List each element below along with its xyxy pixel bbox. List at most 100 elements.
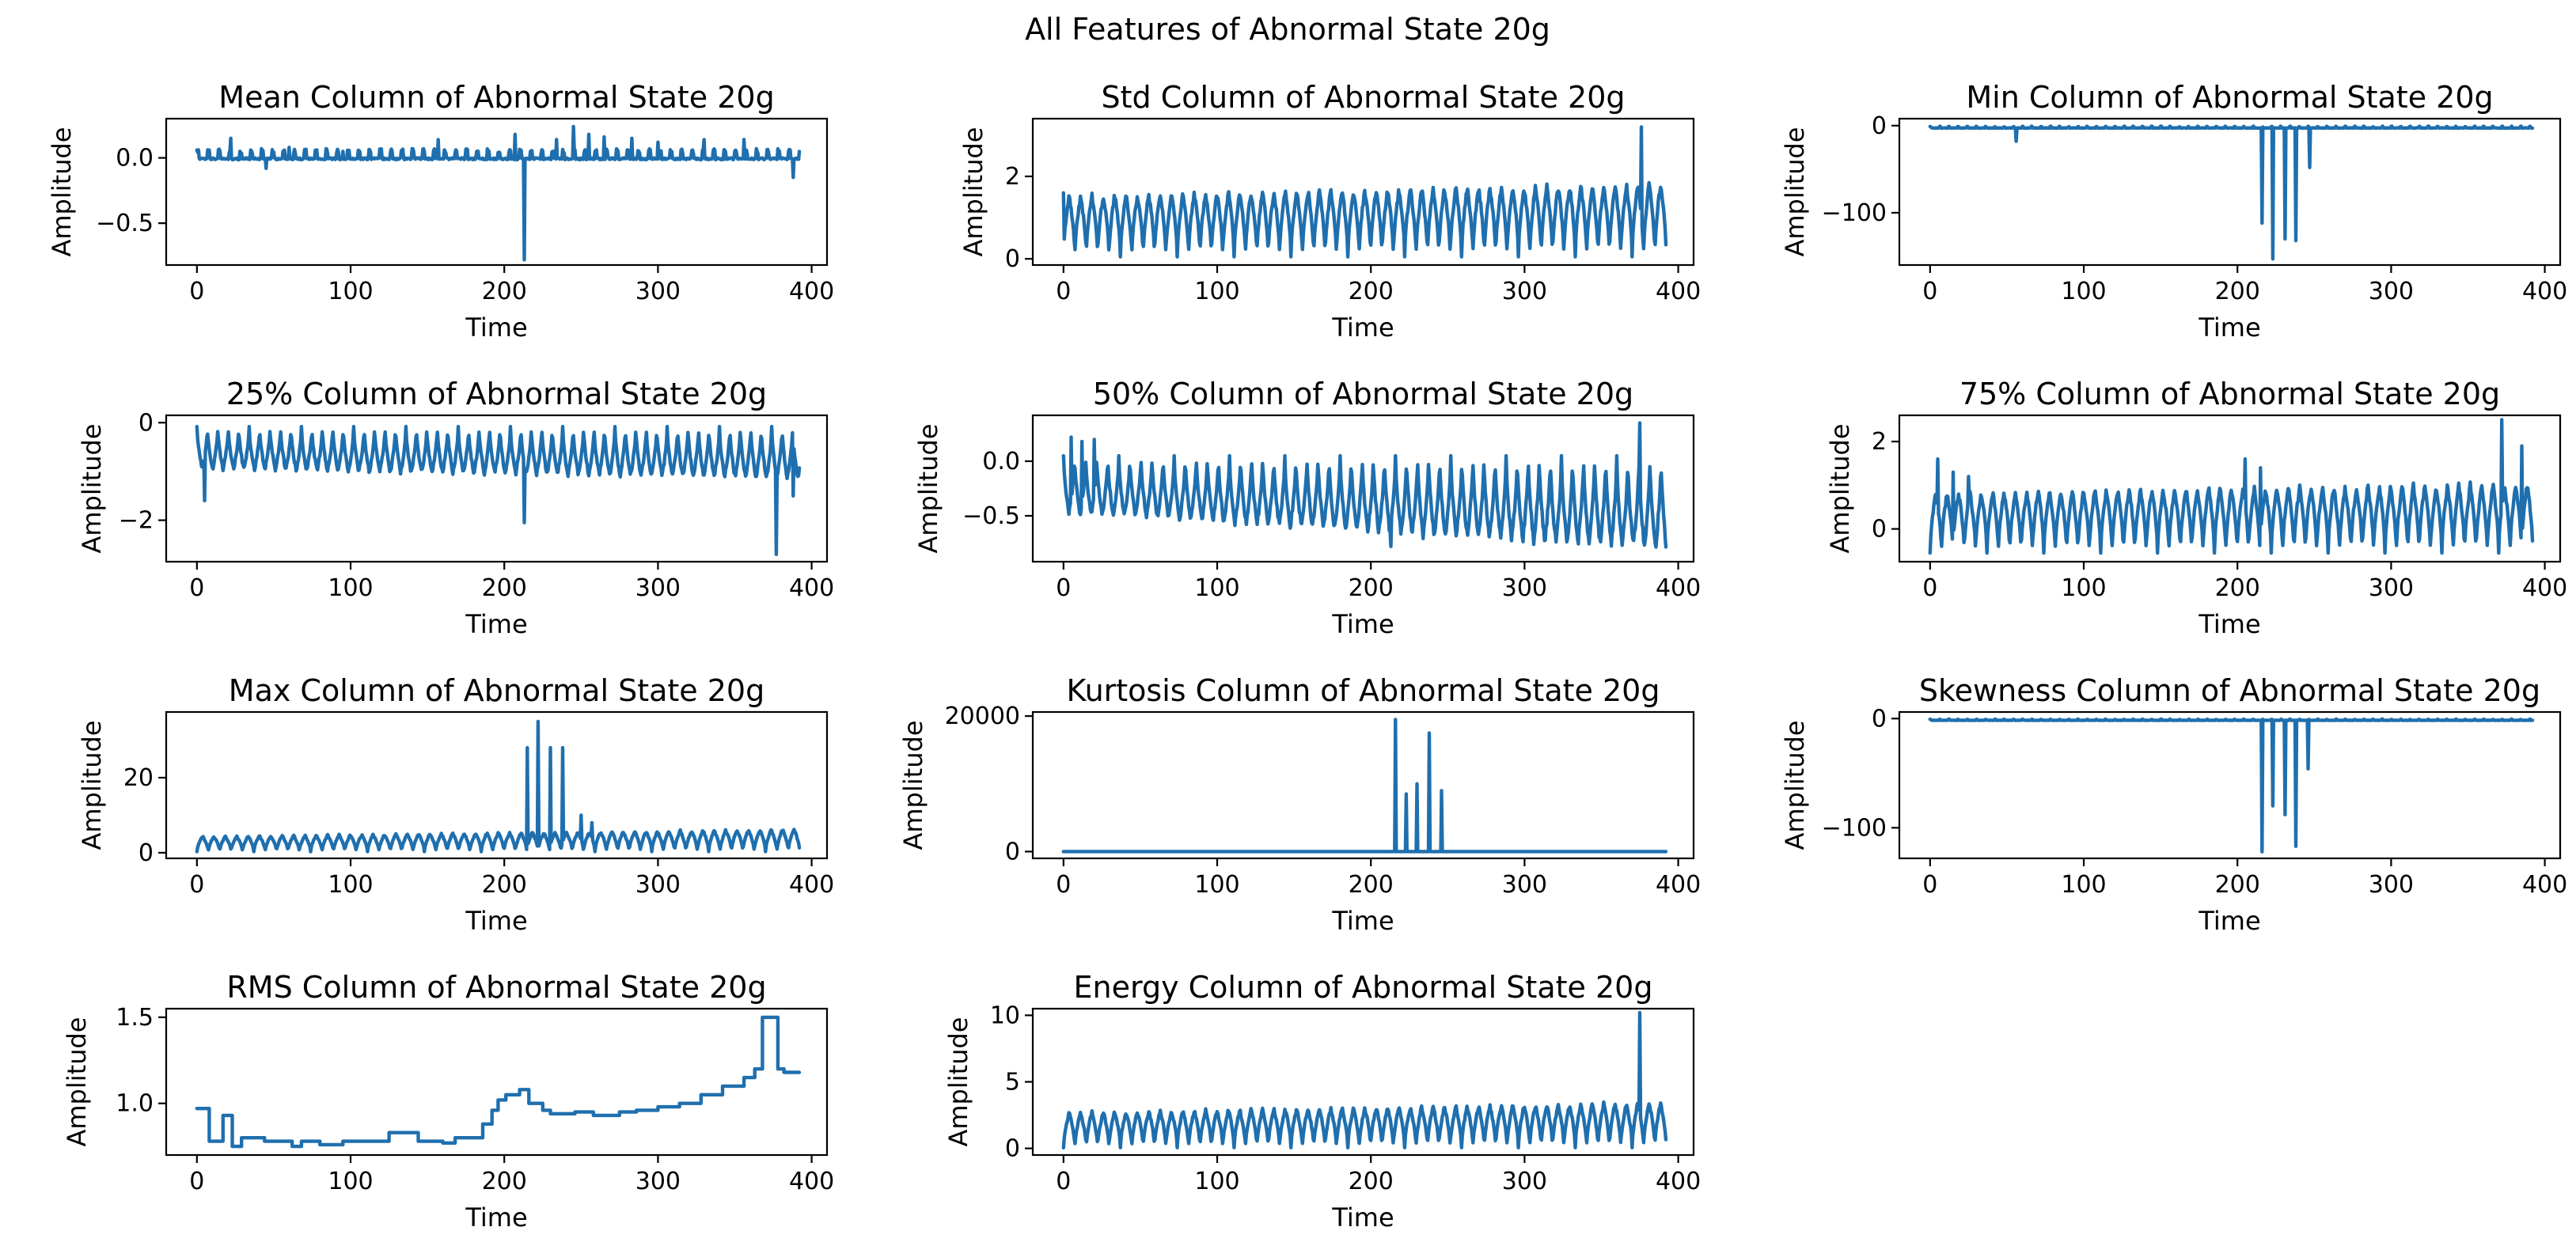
x-tick-label: 100 xyxy=(328,278,373,305)
subplot-6: 75% Column of Abnormal State 20g 0 100 200 3… xyxy=(1825,377,2567,639)
x-axis-label: Time xyxy=(1331,312,1394,343)
x-axis-label: Time xyxy=(465,906,527,936)
series-line xyxy=(195,719,802,854)
x-axis-label: Time xyxy=(2198,906,2260,936)
axes-frame xyxy=(1031,414,1695,563)
subplot-8: Kurtosis Column of Abnormal State 20g 0 10… xyxy=(898,673,1701,936)
x-axis-label: Time xyxy=(465,312,527,343)
x-tick-label: 400 xyxy=(789,871,834,899)
x-tick-label: 200 xyxy=(1349,871,1394,899)
x-tick-label: 0 xyxy=(189,1168,204,1195)
x-tick-label: 0 xyxy=(189,278,204,305)
axes-frame xyxy=(1031,117,1695,267)
x-tick-label: 100 xyxy=(1194,1168,1239,1195)
y-axis-label: Amplitude xyxy=(958,127,988,257)
x-tick-label: 400 xyxy=(1656,574,1701,602)
x-tick-label: 400 xyxy=(1656,278,1701,305)
y-tick-label: 0 xyxy=(1005,1135,1020,1163)
y-tick-label: 0 xyxy=(138,839,154,867)
x-tick-label: 200 xyxy=(1349,278,1394,305)
figure-title: All Features of Abnormal State 20g xyxy=(1025,12,1550,47)
y-tick-label: 10 xyxy=(990,1002,1020,1029)
x-tick-label: 0 xyxy=(1056,1168,1071,1195)
x-tick-label: 0 xyxy=(1056,278,1071,305)
subplot-title: 75% Column of Abnormal State 20g xyxy=(1960,377,2500,411)
subplot-5: 50% Column of Abnormal State 20g 0 100 200 3… xyxy=(913,377,1701,639)
x-tick-label: 300 xyxy=(635,1168,681,1195)
series-line xyxy=(1061,1010,1668,1149)
axes-frame xyxy=(1898,117,2562,267)
y-tick-label: −2 xyxy=(119,507,154,535)
series-line xyxy=(1928,418,2535,555)
y-tick-label: 0 xyxy=(1872,112,1887,140)
y-tick-label: 0.0 xyxy=(116,145,154,172)
x-tick-label: 200 xyxy=(482,278,527,305)
axes-frame xyxy=(165,710,829,860)
series-line xyxy=(1928,717,2535,854)
x-axis-label: Time xyxy=(465,1202,527,1233)
subplot-title: Mean Column of Abnormal State 20g xyxy=(218,80,774,115)
x-tick-label: 400 xyxy=(789,278,834,305)
axes-frame xyxy=(165,414,829,563)
x-tick-label: 100 xyxy=(328,574,373,602)
axes-frame xyxy=(1898,414,2562,563)
subplot-1: Mean Column of Abnormal State 20g 0 100 200… xyxy=(47,80,834,343)
x-tick-label: 0 xyxy=(189,871,204,899)
x-tick-label: 200 xyxy=(2215,574,2260,602)
x-tick-label: 300 xyxy=(2369,278,2414,305)
x-tick-label: 200 xyxy=(2215,278,2260,305)
y-tick-label: 0 xyxy=(1005,838,1020,865)
x-axis-label: Time xyxy=(1331,609,1394,639)
y-axis-label: Amplitude xyxy=(943,1017,973,1147)
x-tick-label: 200 xyxy=(1349,574,1394,602)
x-tick-label: 400 xyxy=(2522,871,2567,899)
x-axis-label: Time xyxy=(1331,906,1394,936)
series-line xyxy=(1928,124,2535,261)
subplot-9: Skewness Column of Abnormal State 20g 0 10… xyxy=(1780,673,2567,936)
y-tick-label: 0.0 xyxy=(982,448,1020,475)
subplot-title: Max Column of Abnormal State 20g xyxy=(229,673,764,708)
y-tick-label: 2 xyxy=(1872,428,1887,456)
x-tick-label: 300 xyxy=(635,574,681,602)
y-tick-label: 20 xyxy=(123,764,154,792)
y-tick-label: 20000 xyxy=(945,703,1020,730)
y-axis-label: Amplitude xyxy=(1825,424,1855,554)
x-tick-label: 200 xyxy=(482,574,527,602)
y-axis-label: Amplitude xyxy=(77,424,107,554)
x-tick-label: 300 xyxy=(1502,574,1547,602)
x-tick-label: 400 xyxy=(1656,871,1701,899)
y-tick-label: −100 xyxy=(1822,199,1887,227)
y-tick-label: 0 xyxy=(138,409,154,437)
x-tick-label: 300 xyxy=(1502,278,1547,305)
x-tick-label: 100 xyxy=(2061,871,2106,899)
subplot-4: 25% Column of Abnormal State 20g 0 100 200 3… xyxy=(77,377,834,639)
x-tick-label: 400 xyxy=(789,1168,834,1195)
x-axis-label: Time xyxy=(1331,1202,1394,1233)
x-tick-label: 300 xyxy=(635,278,681,305)
subplot-title: Energy Column of Abnormal State 20g xyxy=(1074,970,1653,1005)
x-tick-label: 0 xyxy=(1922,278,1937,305)
axes-frame xyxy=(165,117,829,267)
axes-frame xyxy=(1031,710,1695,860)
x-tick-label: 100 xyxy=(1194,574,1239,602)
x-tick-label: 200 xyxy=(482,1168,527,1195)
y-tick-label: 1.5 xyxy=(116,1004,154,1032)
x-tick-label: 0 xyxy=(1056,871,1071,899)
x-tick-label: 400 xyxy=(789,574,834,602)
x-tick-label: 300 xyxy=(1502,871,1547,899)
x-tick-label: 0 xyxy=(1922,871,1937,899)
series-line xyxy=(195,425,802,556)
y-tick-label: 0 xyxy=(1872,516,1887,543)
series-line xyxy=(1061,421,1668,549)
x-axis-label: Time xyxy=(2198,609,2260,639)
y-axis-label: Amplitude xyxy=(898,721,928,850)
x-tick-label: 200 xyxy=(482,871,527,899)
subplot-title: Kurtosis Column of Abnormal State 20g xyxy=(1067,673,1660,708)
series-line xyxy=(1061,125,1668,259)
y-tick-label: 1.0 xyxy=(116,1090,154,1118)
series-line xyxy=(195,1015,802,1149)
